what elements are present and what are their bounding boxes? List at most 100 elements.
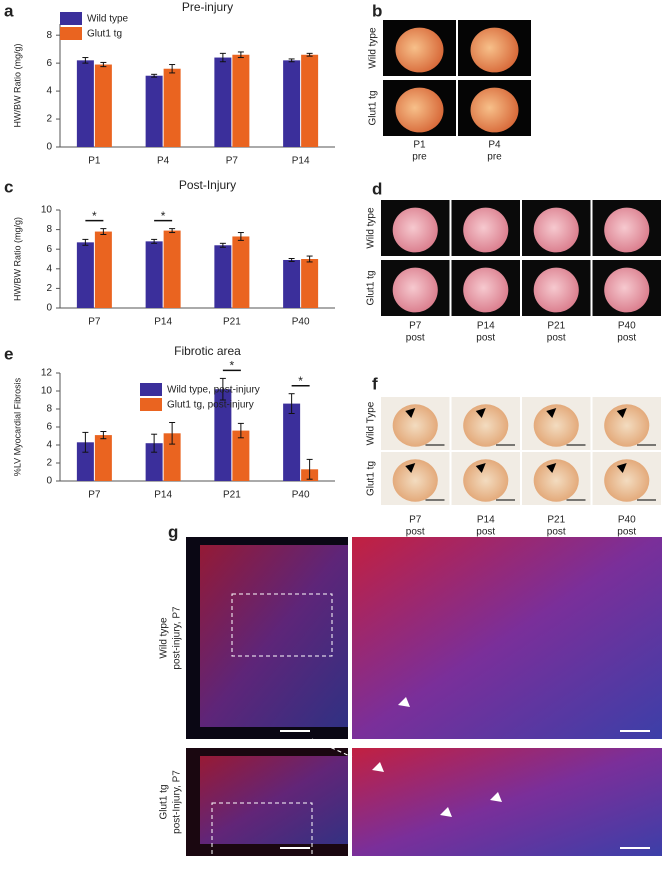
- y-tick-label: 10: [41, 386, 53, 397]
- specimen: [463, 207, 509, 253]
- x-tick-label: P21: [223, 490, 241, 501]
- x-tick-label: P40: [292, 317, 310, 328]
- micrograph-tissue: [200, 545, 348, 727]
- bar: [163, 68, 181, 147]
- specimen: [463, 267, 509, 313]
- error-bar: [151, 433, 158, 453]
- column-label: post: [617, 527, 636, 538]
- specimen: [533, 459, 579, 502]
- specimen: [463, 404, 509, 447]
- y-tick-label: 2: [46, 458, 52, 469]
- y-tick-label: 8: [46, 404, 52, 415]
- column-label: pre: [487, 152, 502, 163]
- bar: [145, 241, 163, 308]
- legend-swatch: [60, 27, 82, 40]
- y-tick-label: 12: [41, 368, 53, 379]
- x-tick-label: P40: [292, 490, 310, 501]
- x-tick-label: P14: [154, 317, 172, 328]
- column-label: post: [476, 333, 495, 344]
- y-tick-label: 4: [46, 86, 52, 97]
- error-bar: [306, 458, 313, 480]
- row-label: Wild type: [368, 27, 379, 69]
- error-bar: [288, 393, 295, 414]
- column-label: P7: [409, 515, 422, 526]
- legend-swatch: [140, 398, 162, 411]
- row-label: Glut1 tg: [366, 461, 377, 496]
- zoom-guide: [311, 738, 353, 758]
- row-label: Wild Type: [366, 401, 377, 445]
- significance-star: *: [161, 209, 166, 223]
- significance-star: *: [92, 209, 97, 223]
- error-bar: [237, 232, 244, 241]
- row-label: Glut1 tg: [366, 270, 377, 305]
- bar: [76, 60, 94, 147]
- error-bar: [100, 61, 107, 68]
- bar: [145, 443, 163, 481]
- specimen: [463, 459, 509, 502]
- column-label: P21: [547, 321, 565, 332]
- y-tick-label: 8: [46, 224, 52, 235]
- error-bar: [219, 242, 226, 248]
- bar: [283, 403, 301, 481]
- bar: [94, 64, 112, 147]
- error-bar: [219, 377, 226, 401]
- bar: [163, 230, 181, 308]
- column-label: post: [617, 333, 636, 344]
- bar: [163, 433, 181, 481]
- panel-label: c: [4, 177, 13, 196]
- bar: [214, 57, 232, 147]
- panel-label: g: [168, 522, 178, 541]
- arrowhead: [475, 408, 486, 418]
- y-tick-label: 4: [46, 440, 52, 451]
- bar: [301, 54, 319, 147]
- arrowhead: [616, 408, 627, 418]
- column-label: post: [406, 333, 425, 344]
- row-label: post-Injury, P7: [172, 770, 183, 834]
- x-tick-label: P21: [223, 317, 241, 328]
- error-bar: [169, 422, 176, 445]
- panel-label: f: [372, 374, 378, 393]
- error-bar: [288, 58, 295, 63]
- x-tick-label: P7: [88, 317, 101, 328]
- panel-label: d: [372, 179, 382, 198]
- row-label: Wild type: [159, 617, 170, 659]
- inset-box: [231, 593, 333, 657]
- bar: [94, 231, 112, 308]
- error-bar: [288, 258, 295, 262]
- bar: [214, 245, 232, 308]
- chart-title: Pre-injury: [182, 0, 233, 14]
- bar: [214, 389, 232, 481]
- y-axis-label: HW/BW Ratio (mg/g): [12, 217, 22, 301]
- specimen: [470, 87, 519, 133]
- y-axis-label: HW/BW Ratio (mg/g): [12, 43, 22, 127]
- arrowhead: [405, 463, 416, 473]
- error-bar: [82, 57, 89, 64]
- row-label: Glut1 tg: [368, 90, 379, 125]
- column-label: post: [547, 527, 566, 538]
- specimen: [533, 207, 579, 253]
- bar: [232, 236, 250, 308]
- legend-label: Wild type, post-injury: [167, 385, 260, 396]
- column-label: P14: [477, 515, 495, 526]
- arrowhead: [490, 792, 502, 802]
- column-label: P40: [618, 515, 636, 526]
- micrograph-zoom: [352, 537, 662, 739]
- legend-swatch: [140, 383, 162, 396]
- legend-swatch: [60, 12, 82, 25]
- y-tick-label: 6: [46, 58, 52, 69]
- bar: [145, 75, 163, 147]
- x-tick-label: P1: [88, 156, 101, 167]
- error-bar: [151, 238, 158, 244]
- y-tick-label: 2: [46, 114, 52, 125]
- bar: [232, 54, 250, 147]
- chart-title: Post-Injury: [179, 178, 236, 192]
- y-tick-label: 6: [46, 422, 52, 433]
- bar: [283, 60, 301, 147]
- arrowhead: [372, 762, 384, 772]
- error-bar: [82, 431, 89, 453]
- arrowhead: [546, 463, 557, 473]
- column-label: P40: [618, 321, 636, 332]
- bar: [283, 259, 301, 308]
- y-tick-label: 8: [46, 30, 52, 41]
